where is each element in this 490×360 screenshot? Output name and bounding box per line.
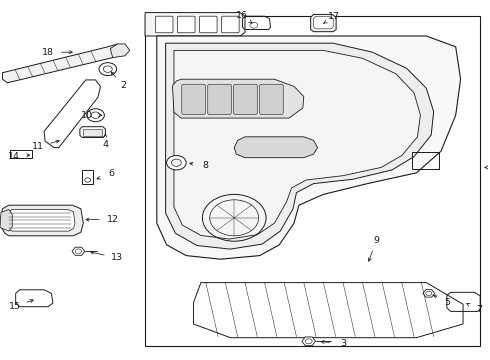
Polygon shape	[314, 17, 333, 29]
Polygon shape	[423, 290, 435, 297]
Circle shape	[103, 66, 112, 72]
Text: 3: 3	[340, 339, 346, 348]
Text: 9: 9	[373, 236, 379, 245]
Polygon shape	[6, 210, 75, 231]
FancyBboxPatch shape	[260, 84, 283, 114]
Text: 18: 18	[42, 48, 54, 57]
Polygon shape	[110, 44, 130, 58]
Text: 11: 11	[32, 143, 44, 152]
Polygon shape	[234, 137, 318, 158]
Circle shape	[167, 156, 186, 170]
Polygon shape	[302, 337, 316, 346]
Polygon shape	[72, 247, 85, 255]
FancyBboxPatch shape	[177, 16, 195, 33]
Polygon shape	[311, 14, 336, 32]
Circle shape	[250, 22, 258, 28]
Text: 7: 7	[476, 305, 482, 314]
Text: 17: 17	[328, 12, 341, 21]
Text: 14: 14	[8, 152, 20, 161]
Polygon shape	[172, 79, 304, 118]
Polygon shape	[0, 210, 12, 231]
Circle shape	[99, 63, 117, 76]
Text: 10: 10	[81, 111, 93, 120]
Text: 16: 16	[236, 12, 248, 21]
Text: 8: 8	[202, 161, 209, 170]
Text: 15: 15	[9, 302, 21, 311]
FancyBboxPatch shape	[155, 16, 173, 33]
Text: 12: 12	[107, 215, 119, 224]
Text: 2: 2	[121, 81, 126, 90]
Polygon shape	[166, 43, 434, 249]
Circle shape	[91, 112, 100, 118]
Polygon shape	[145, 13, 245, 36]
Polygon shape	[157, 36, 461, 259]
Text: 5: 5	[445, 298, 451, 307]
Circle shape	[85, 178, 91, 182]
Text: 6: 6	[109, 169, 115, 178]
FancyBboxPatch shape	[221, 16, 239, 33]
Text: 4: 4	[102, 140, 108, 149]
Polygon shape	[174, 50, 420, 239]
Text: 13: 13	[111, 253, 123, 262]
Circle shape	[172, 159, 181, 166]
Circle shape	[75, 249, 81, 253]
Polygon shape	[2, 44, 120, 83]
FancyBboxPatch shape	[83, 129, 102, 136]
FancyBboxPatch shape	[199, 16, 217, 33]
Circle shape	[426, 291, 432, 296]
FancyBboxPatch shape	[208, 84, 231, 114]
Circle shape	[305, 339, 312, 344]
FancyBboxPatch shape	[182, 84, 205, 114]
Polygon shape	[1, 205, 83, 236]
Circle shape	[87, 109, 104, 122]
FancyBboxPatch shape	[234, 84, 257, 114]
